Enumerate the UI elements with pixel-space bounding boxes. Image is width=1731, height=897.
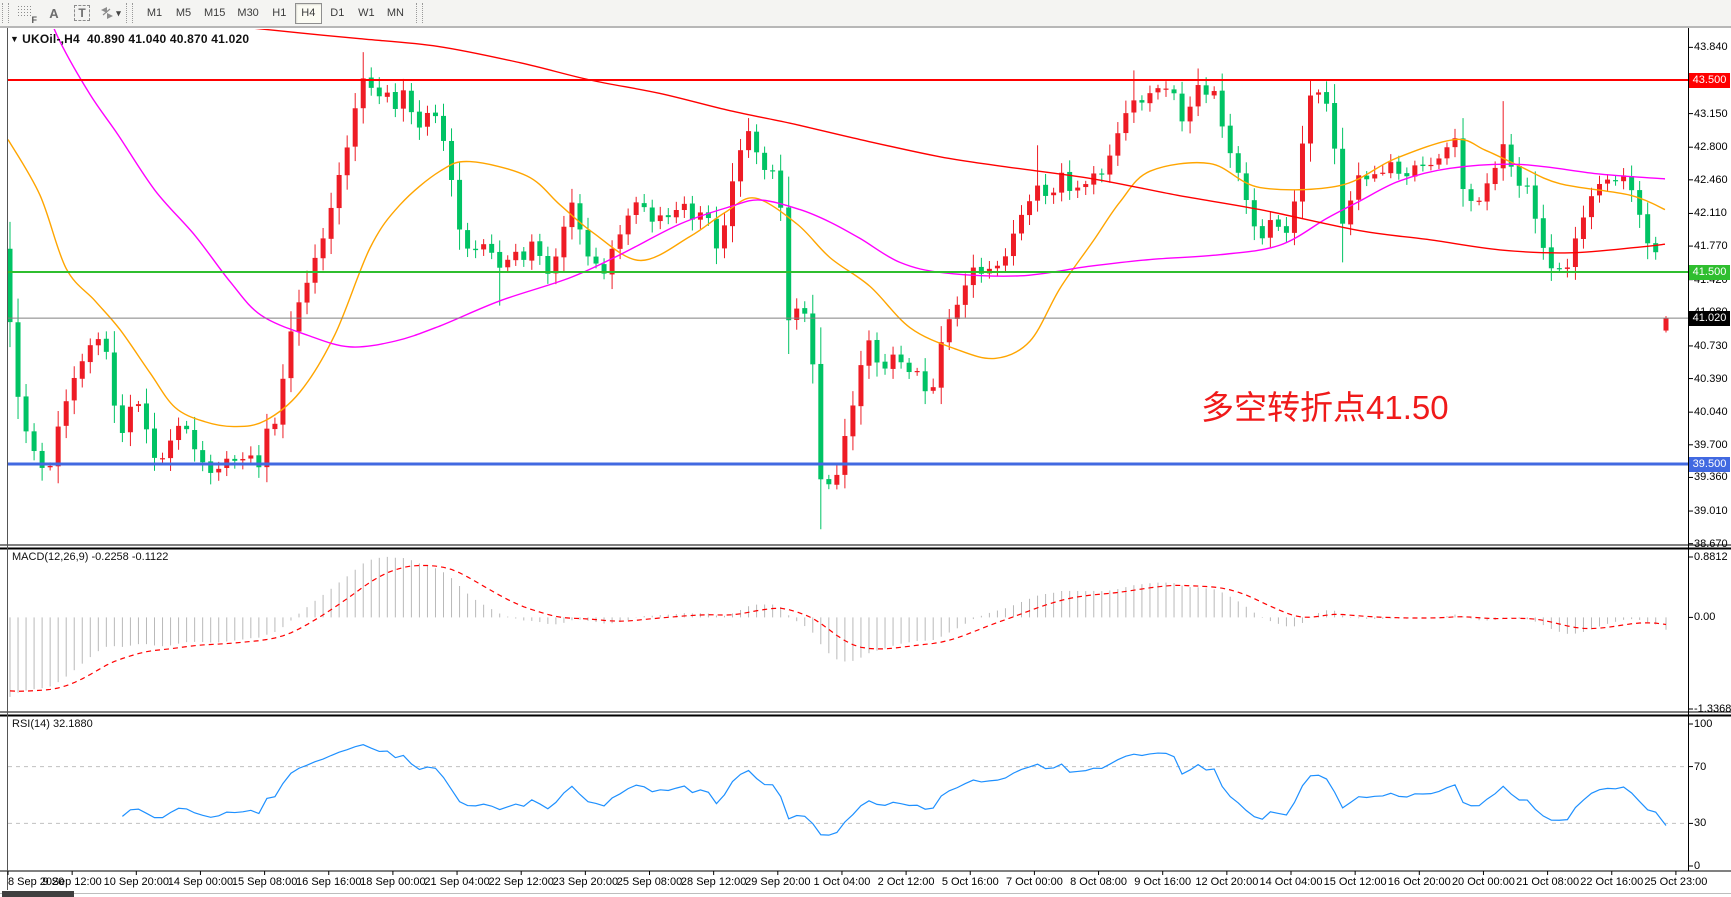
time-axis-label: 22 Sep 12:00 (488, 876, 554, 888)
time-axis-label: 7 Oct 00:00 (1005, 876, 1063, 888)
rsi-axis-tick: 100 (1694, 718, 1713, 730)
rsi-plot-layer (8, 744, 1688, 836)
price-tick: 39.360 (1694, 471, 1728, 484)
macd-label: MACD(12,26,9) -0.2258 -0.1122 (12, 551, 169, 563)
arrange-windows-button[interactable]: ▾ (98, 2, 122, 24)
time-axis-label: 14 Sep 00:00 (167, 876, 234, 888)
annotation-text[interactable]: 多空转折点41.50 (1201, 389, 1449, 426)
rsi-axis-tick: 30 (1694, 817, 1707, 830)
symbol-dropdown-icon[interactable]: ▼ (10, 34, 20, 44)
time-axis-label: 12 Oct 20:00 (1195, 876, 1259, 888)
insert-label-button[interactable]: A (42, 2, 66, 24)
bottom-scrollbar-thumb[interactable] (2, 891, 74, 897)
time-axis-label: 25 Sep 08:00 (616, 876, 683, 888)
macd-axis-tick: 0.00 (1694, 611, 1716, 624)
time-axis-label: 20 Oct 00:00 (1451, 876, 1515, 888)
price-tick: 42.800 (1694, 141, 1728, 154)
time-axis-label: 1 Oct 04:00 (813, 876, 871, 888)
time-axis-label: 10 Sep 20:00 (103, 876, 170, 888)
time-axis-label: 16 Oct 20:00 (1387, 876, 1451, 888)
timeframe-button-mn[interactable]: MN (386, 7, 404, 19)
time-axis-label: 5 Oct 16:00 (941, 876, 999, 888)
ohlc-readout: 40.890 41.040 40.870 41.020 (87, 32, 250, 46)
symbol-name: UKOil-,H4 (22, 32, 80, 46)
time-axis-label: 14 Oct 04:00 (1259, 876, 1323, 888)
time-axis-label: 23 Sep 20:00 (552, 876, 619, 888)
timeframe-button-m1[interactable]: M1 (146, 7, 163, 19)
letter-a-icon: A (49, 5, 59, 21)
price-tick: 42.460 (1694, 173, 1728, 186)
time-axis-label: 15 Oct 12:00 (1323, 876, 1387, 888)
price-tick: 40.390 (1694, 372, 1728, 385)
timeframe-button-m15[interactable]: M15 (204, 7, 226, 19)
price-tick: 40.730 (1694, 339, 1728, 352)
price-tick: 38.670 (1694, 537, 1728, 550)
macd-signal-value: -0.1122 (131, 551, 169, 563)
macd-main-value: -0.2258 (91, 551, 129, 563)
time-axis-label: 22 Oct 16:00 (1580, 876, 1644, 888)
time-axis-label: 18 Sep 00:00 (360, 876, 426, 888)
price-level-label-43.500: 43.500 (1689, 72, 1730, 88)
time-axis-label: 21 Sep 04:00 (424, 876, 490, 888)
bottom-scrollbar-track[interactable] (0, 893, 1731, 894)
price-level-label-41.020: 41.020 (1689, 310, 1730, 326)
time-axis-label: 16 Sep 16:00 (296, 876, 362, 888)
time-axis-label: 9 Sep 12:00 (42, 876, 102, 888)
toolbar-grip-2[interactable] (126, 3, 133, 23)
macd-axis-tick: -1.3368 (1694, 703, 1731, 715)
rsi-axis-tick: 0 (1694, 860, 1701, 872)
chart-shift-button[interactable]: F (14, 2, 38, 25)
symbol-title[interactable]: ▼ UKOil-,H4 40.890 41.040 40.870 41.020 (10, 32, 249, 46)
time-axis-label: 29 Sep 20:00 (745, 876, 811, 888)
price-tick: 43.150 (1694, 107, 1728, 120)
toolbar-grip-3[interactable] (415, 3, 423, 23)
text-tool-icon: T (74, 5, 90, 21)
time-axis-label: 9 Oct 16:00 (1134, 876, 1192, 888)
dropdown-caret-icon[interactable]: ▾ (116, 7, 121, 18)
ma-slow-red (254, 29, 1666, 254)
time-axis-label: 8 Sep 2020 (8, 876, 65, 888)
arrows-icon (99, 6, 115, 20)
timeframe-button-m5[interactable]: M5 (175, 7, 192, 19)
toolbar-grip[interactable] (2, 3, 9, 23)
price-tick: 39.010 (1694, 505, 1728, 518)
price-tick: 42.110 (1694, 207, 1727, 220)
timeframe-button-h4[interactable]: H4 (294, 2, 322, 24)
time-axis-label: 28 Sep 12:00 (680, 876, 747, 888)
toolbar: F A T ▾ M1 M5 M15 M30 H1 H4 D1 W1 MN (0, 0, 1731, 27)
rsi-label: RSI(14) 32.1880 (12, 718, 93, 730)
timeframe-button-m30[interactable]: M30 (237, 7, 259, 19)
timeframe-button-w1[interactable]: W1 (358, 7, 375, 19)
timeframe-button-h1[interactable]: H1 (272, 7, 287, 19)
price-tick: 43.840 (1694, 41, 1728, 54)
price-tick: 39.700 (1694, 438, 1728, 451)
time-axis-label: 8 Oct 08:00 (1070, 876, 1127, 888)
time-axis-label: 15 Sep 08:00 (231, 876, 298, 888)
price-level-label-41.500: 41.500 (1689, 264, 1730, 280)
main-plot-layer (8, 29, 1669, 530)
time-axis-label: 25 Oct 23:00 (1644, 876, 1708, 888)
time-axis-label: 21 Oct 08:00 (1516, 876, 1580, 888)
macd-axis-tick: 0.8812 (1694, 551, 1728, 563)
price-tick: 41.770 (1694, 240, 1728, 253)
timeframe-group: M1 M5 M15 M30 H1 H4 D1 W1 MN (140, 2, 410, 24)
price-tick: 40.040 (1694, 406, 1728, 419)
rsi-value: 32.1880 (52, 718, 93, 730)
macd-signal-line (9, 564, 1667, 692)
grid-f-icon: F (17, 5, 37, 25)
ma-mid-magenta (53, 29, 1666, 348)
rsi-line (122, 744, 1667, 836)
macd-plot-layer (9, 556, 1667, 697)
insert-text-button[interactable]: T (70, 2, 94, 24)
price-level-label-39.500: 39.500 (1689, 456, 1730, 472)
timeframe-button-d1[interactable]: D1 (330, 7, 345, 19)
time-axis-label: 2 Oct 12:00 (877, 876, 935, 888)
rsi-axis-tick: 70 (1694, 760, 1707, 773)
